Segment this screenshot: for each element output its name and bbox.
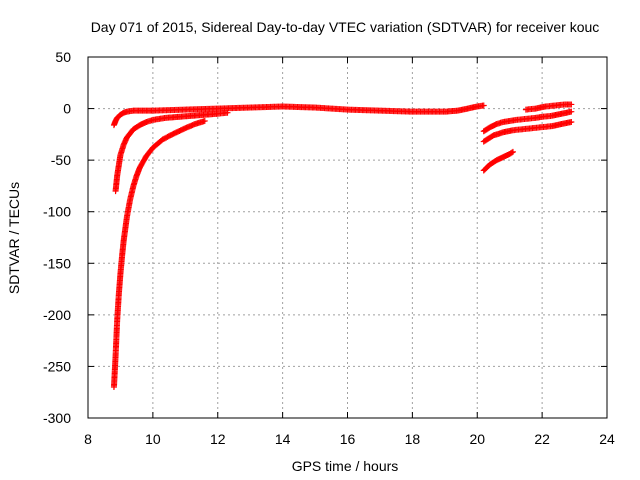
- y-tick-label: -50: [51, 152, 71, 168]
- y-tick-label: 0: [63, 101, 71, 117]
- y-tick-label: -200: [43, 307, 71, 323]
- data-point: [480, 102, 487, 109]
- series-arc-5: [480, 118, 575, 145]
- y-tick-label: 50: [55, 49, 71, 65]
- y-tick-label: -250: [43, 358, 71, 374]
- x-tick-label: 18: [405, 431, 421, 447]
- data-point: [568, 118, 575, 125]
- x-tick-label: 22: [534, 431, 550, 447]
- data-point: [224, 109, 231, 116]
- y-tick-label: -100: [43, 204, 71, 220]
- x-tick-label: 12: [210, 431, 226, 447]
- axis-ticks: [87, 56, 608, 419]
- x-tick-label: 10: [145, 431, 161, 447]
- x-tick-label: 20: [469, 431, 485, 447]
- series-arc-4: [480, 108, 575, 135]
- series-arc-1: [110, 102, 487, 129]
- data-point: [201, 117, 208, 124]
- data-point: [568, 101, 575, 108]
- data-point: [509, 148, 516, 155]
- data-points: [110, 101, 575, 391]
- y-axis-tick-labels: 50 0 -50 -100 -150 -200 -250 -300: [43, 49, 71, 426]
- series-arc-7: [522, 101, 575, 113]
- x-tick-label: 16: [340, 431, 356, 447]
- series-arc-6: [480, 148, 516, 174]
- x-tick-label: 14: [275, 431, 291, 447]
- data-point: [508, 149, 515, 156]
- x-axis-label: GPS time / hours: [292, 458, 399, 474]
- x-tick-label: 24: [599, 431, 615, 447]
- y-tick-label: -150: [43, 255, 71, 271]
- chart-title: Day 071 of 2015, Sidereal Day-to-day VTE…: [91, 19, 600, 35]
- data-point: [568, 108, 575, 115]
- y-axis-label: SDTVAR / TECUs: [6, 182, 22, 294]
- y-tick-label: -300: [43, 410, 71, 426]
- x-axis-tick-labels: 8 10 12 14 16 18 20 22 24: [84, 431, 615, 447]
- x-tick-label: 8: [84, 431, 92, 447]
- series-arc-2: [112, 109, 231, 195]
- series-arc-3: [110, 117, 208, 391]
